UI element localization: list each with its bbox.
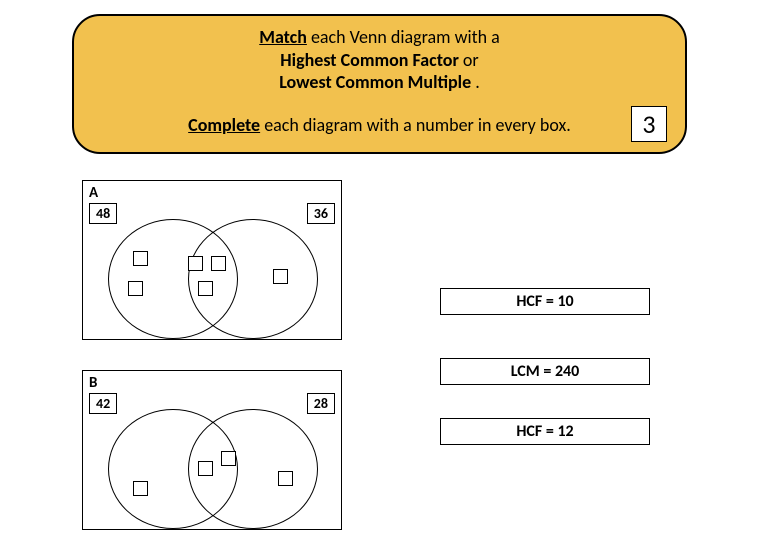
- line2-suffix: or: [459, 49, 479, 71]
- blank-box: [221, 451, 236, 466]
- complete-word: Complete: [188, 114, 260, 136]
- blank-box: [198, 281, 213, 296]
- panel-a-label: A: [89, 184, 98, 202]
- venn-panel-a: A 48 36: [82, 180, 342, 340]
- blank-box: [133, 481, 148, 496]
- header-line-3: Lowest Common Multiple .: [94, 71, 665, 94]
- blank-box: [273, 269, 288, 284]
- match-word: Match: [259, 26, 307, 48]
- line3-suffix: .: [471, 71, 480, 93]
- blank-box: [133, 251, 148, 266]
- line1-rest: each Venn diagram with a: [307, 26, 500, 48]
- instruction-header: Match each Venn diagram with a Highest C…: [72, 14, 687, 154]
- venn-panel-b: B 42 28: [82, 370, 342, 530]
- panel-a-right-number: 36: [307, 203, 335, 224]
- complete-line: Complete each diagram with a number in e…: [94, 114, 665, 136]
- answer-box-hcf12: HCF = 12: [440, 418, 650, 445]
- panel-b-label: B: [89, 374, 97, 392]
- blank-box: [188, 256, 203, 271]
- header-line-1: Match each Venn diagram with a: [94, 26, 665, 49]
- hcf-text: Highest Common Factor: [280, 49, 459, 71]
- panel-a-circle-right: [188, 219, 318, 339]
- panel-b-left-number: 42: [89, 393, 117, 414]
- header-line-2: Highest Common Factor or: [94, 49, 665, 72]
- lcm-text: Lowest Common Multiple: [279, 71, 471, 93]
- answer-box-lcm240: LCM = 240: [440, 358, 650, 385]
- question-number-badge: 3: [631, 106, 667, 142]
- blank-box: [278, 471, 293, 486]
- answer-box-hcf10: HCF = 10: [440, 288, 650, 315]
- blank-box: [198, 461, 213, 476]
- complete-rest: each diagram with a number in every box.: [260, 114, 571, 136]
- blank-box: [128, 281, 143, 296]
- panel-b-right-number: 28: [307, 393, 335, 414]
- panel-a-left-number: 48: [89, 203, 117, 224]
- blank-box: [211, 256, 226, 271]
